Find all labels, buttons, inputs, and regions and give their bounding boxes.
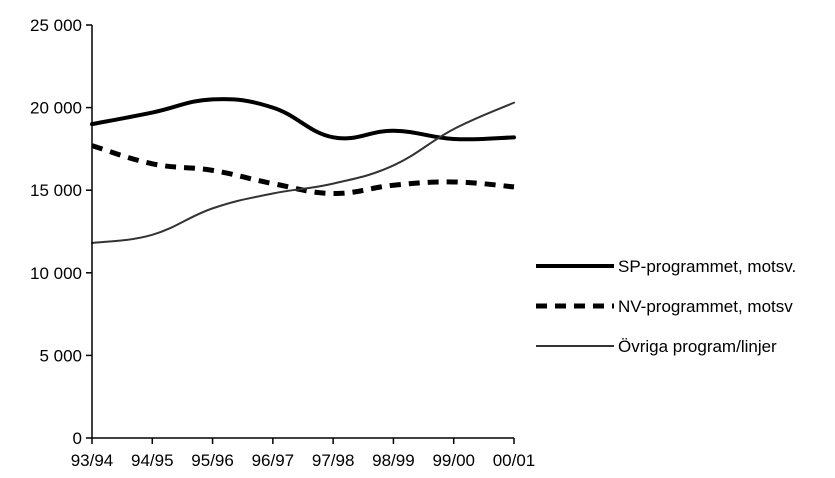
x-tick-label: 94/95 bbox=[131, 451, 174, 470]
x-tick-label: 96/97 bbox=[252, 451, 295, 470]
plot-lines bbox=[90, 97, 516, 245]
y-tick-label: 20 000 bbox=[30, 99, 82, 118]
y-tick-label: 5 000 bbox=[39, 346, 82, 365]
y-tick-label: 15 000 bbox=[30, 181, 82, 200]
legend-label-2: NV-programmet, motsv bbox=[618, 297, 793, 316]
series-line-1 bbox=[90, 97, 516, 142]
x-tick-label: 97/98 bbox=[312, 451, 355, 470]
x-tick-label: 93/94 bbox=[71, 451, 114, 470]
legend-label-3: Övriga program/linjer bbox=[618, 337, 777, 356]
y-tick-label: 25 000 bbox=[30, 16, 82, 35]
series-line-2 bbox=[91, 143, 515, 197]
series-line-3 bbox=[91, 101, 515, 245]
x-tick-label: 99/00 bbox=[432, 451, 475, 470]
x-axis-ticks: 93/94 94/95 95/96 96/97 97/98 98/99 99/00 00/01 bbox=[71, 438, 536, 470]
legend: SP-programmet, motsv. NV-programmet, mots… bbox=[536, 257, 796, 356]
axes bbox=[91, 25, 514, 439]
x-tick-label: 95/96 bbox=[191, 451, 234, 470]
legend-label-1: SP-programmet, motsv. bbox=[618, 257, 796, 276]
y-tick-label: 10 000 bbox=[30, 264, 82, 283]
x-tick-label: 98/99 bbox=[372, 451, 415, 470]
y-tick-label: 0 bbox=[73, 429, 82, 448]
y-axis-ticks: 0 5 000 10 000 15 000 20 000 25 000 bbox=[30, 16, 92, 448]
x-tick-label: 00/01 bbox=[493, 451, 536, 470]
